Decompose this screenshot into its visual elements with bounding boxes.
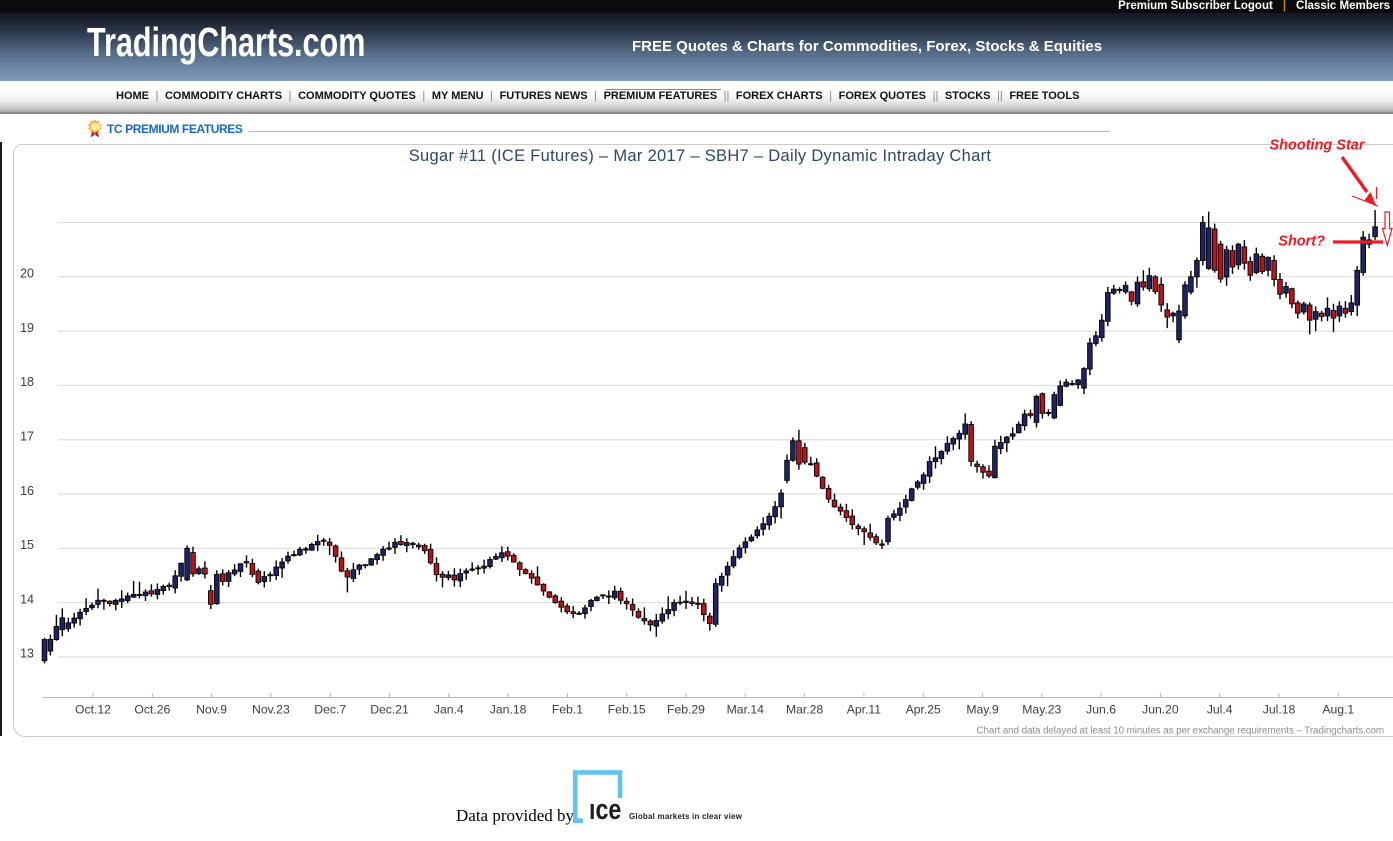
svg-text:Feb.29: Feb.29 xyxy=(667,703,705,717)
svg-text:19: 19 xyxy=(20,321,34,335)
svg-text:Oct.12: Oct.12 xyxy=(75,703,111,717)
svg-text:Apr.25: Apr.25 xyxy=(906,703,941,717)
svg-text:Shooting Star: Shooting Star xyxy=(1269,138,1365,154)
svg-text:May.23: May.23 xyxy=(1022,703,1061,717)
svg-text:Jul.18: Jul.18 xyxy=(1263,703,1296,717)
svg-text:Dec.21: Dec.21 xyxy=(370,703,409,717)
svg-text:Feb.1: Feb.1 xyxy=(552,703,583,717)
svg-text:17: 17 xyxy=(20,430,34,444)
svg-text:Nov.9: Nov.9 xyxy=(196,703,227,717)
svg-text:Sugar #11 (ICE Futures) – Mar: Sugar #11 (ICE Futures) – Mar 2017 – SBH… xyxy=(409,147,992,165)
svg-text:Jun.6: Jun.6 xyxy=(1086,703,1116,717)
svg-text:Chart and data delayed at leas: Chart and data delayed at least 10 minut… xyxy=(976,726,1384,737)
svg-text:Feb.15: Feb.15 xyxy=(608,703,646,717)
svg-text:20: 20 xyxy=(20,267,34,281)
svg-text:Oct.26: Oct.26 xyxy=(134,703,170,717)
svg-text:Nov.23: Nov.23 xyxy=(252,703,290,717)
svg-text:May.9: May.9 xyxy=(966,703,999,717)
svg-text:Apr.11: Apr.11 xyxy=(847,703,882,717)
svg-text:15: 15 xyxy=(20,538,34,552)
svg-text:Mar.28: Mar.28 xyxy=(786,703,823,717)
svg-text:Aug.1: Aug.1 xyxy=(1322,703,1354,717)
svg-text:16: 16 xyxy=(20,484,34,498)
svg-text:14: 14 xyxy=(20,592,34,606)
svg-text:Jun.20: Jun.20 xyxy=(1142,703,1179,717)
svg-text:Jan.4: Jan.4 xyxy=(434,703,464,717)
svg-text:Dec.7: Dec.7 xyxy=(314,703,346,717)
svg-text:Jul.4: Jul.4 xyxy=(1207,703,1233,717)
svg-text:Mar.14: Mar.14 xyxy=(727,703,764,717)
svg-text:Jan.18: Jan.18 xyxy=(490,703,527,717)
svg-text:13: 13 xyxy=(20,647,34,661)
svg-text:18: 18 xyxy=(20,375,34,389)
svg-text:Short?: Short? xyxy=(1278,234,1325,250)
